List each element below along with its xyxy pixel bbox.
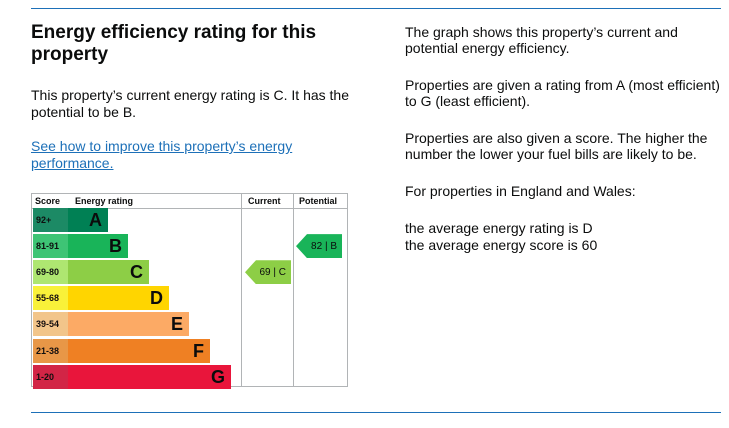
- rating-summary: This property’s current energy rating is…: [31, 87, 349, 120]
- band-score-range: 92+: [33, 208, 68, 232]
- header-potential: Potential: [299, 196, 338, 206]
- band-letter: E: [170, 314, 183, 335]
- info-average-score: the average energy score is 60: [405, 237, 598, 253]
- band-letter: D: [150, 288, 163, 309]
- header-score: Score: [35, 196, 61, 206]
- rating-band-g: 1-20 G: [33, 364, 231, 389]
- band-bar: F: [68, 338, 210, 363]
- bottom-divider: [31, 412, 721, 413]
- rating-band-d: 55-68 D: [33, 286, 169, 311]
- rating-band-b: 81-91 B: [33, 234, 128, 259]
- band-letter: G: [210, 366, 225, 387]
- info-rating-description: Properties are given a rating from A (mo…: [405, 77, 720, 109]
- band-bar: A: [68, 208, 108, 232]
- band-score-range: 1-20: [33, 364, 68, 389]
- rating-band-f: 21-38 F: [33, 338, 210, 363]
- band-bar: G: [68, 364, 231, 389]
- rating-band-a: 92+ A: [33, 208, 108, 232]
- band-letter: C: [130, 262, 143, 283]
- band-letter: A: [89, 210, 102, 230]
- band-letter: F: [193, 340, 204, 361]
- band-score-range: 55-68: [33, 286, 68, 311]
- info-average-rating: the average energy rating is D: [405, 220, 593, 236]
- rating-band-e: 39-54 E: [33, 312, 189, 337]
- band-bar: D: [68, 286, 169, 311]
- band-bar: E: [68, 312, 189, 337]
- info-region: For properties in England and Wales:: [405, 183, 636, 199]
- band-letter: B: [109, 236, 122, 257]
- band-score-range: 39-54: [33, 312, 68, 337]
- header-energy-rating: Energy rating: [75, 196, 134, 206]
- band-score-range: 69-80: [33, 260, 68, 285]
- header-current: Current: [248, 196, 281, 206]
- chart-divider-potential: [293, 194, 294, 386]
- chart-divider-current: [241, 194, 242, 386]
- rating-band-c: 69-80 C: [33, 260, 149, 285]
- page-title: Energy efficiency rating for this proper…: [31, 22, 317, 65]
- top-divider: [31, 8, 721, 9]
- info-graph-description: The graph shows this property’s current …: [405, 24, 678, 56]
- band-score-range: 21-38: [33, 338, 68, 363]
- band-bar: B: [68, 234, 128, 259]
- energy-rating-chart: Score Energy rating Current Potential 92…: [31, 193, 348, 389]
- band-score-range: 81-91: [33, 234, 68, 259]
- chart-header-divider: [32, 208, 347, 209]
- band-bar: C: [68, 260, 149, 285]
- info-score-description: Properties are also given a score. The h…: [405, 130, 708, 162]
- improve-performance-link[interactable]: See how to improve this property’s energ…: [31, 138, 293, 171]
- potential-rating-marker: 82 | B: [296, 234, 342, 259]
- current-rating-marker: 69 | C: [245, 260, 291, 285]
